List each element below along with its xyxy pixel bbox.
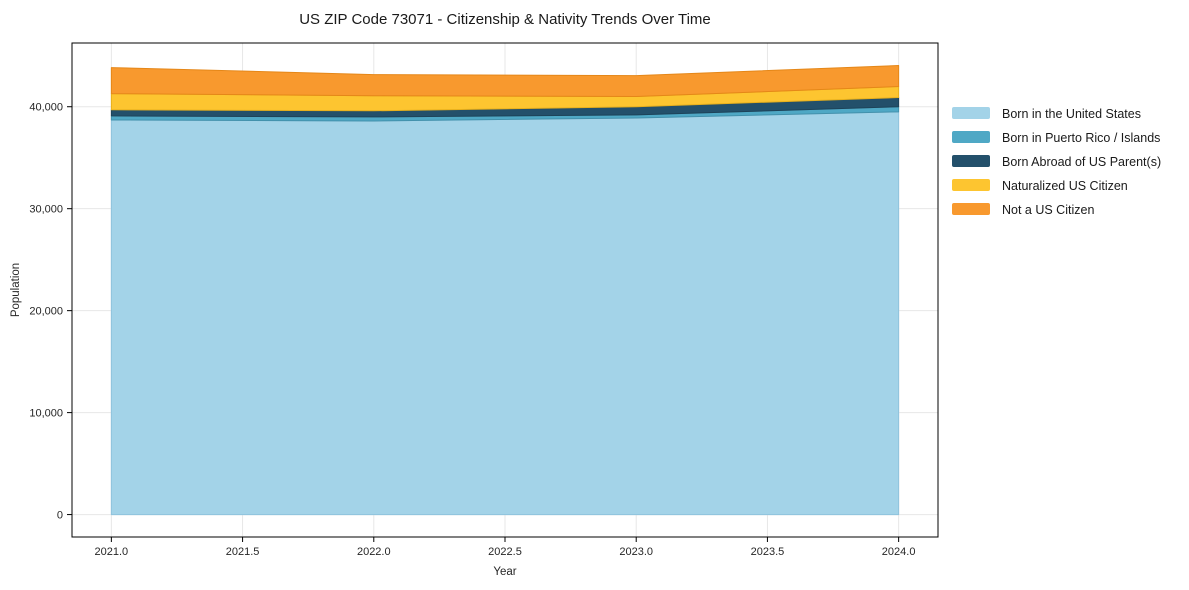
area-not-a-us-citizen [110, 65, 900, 98]
x-tick-label: 2021.0 [95, 546, 129, 558]
y-tick-label: 10,000 [29, 408, 63, 420]
stacked-area-layer [110, 65, 900, 516]
legend-item-not-a-us-citizen: Not a US Citizen [952, 203, 1094, 217]
y-tick-label: 40,000 [29, 102, 63, 114]
legend-item-born-in-the-united-states: Born in the United States [952, 107, 1141, 121]
legend-swatch [952, 203, 990, 215]
x-tick-label: 2024.0 [882, 546, 916, 558]
x-tick-label: 2023.5 [751, 546, 785, 558]
y-tick-label: 0 [57, 510, 63, 522]
legend-item-born-abroad-of-us-parent-s: Born Abroad of US Parent(s) [952, 155, 1161, 169]
y-axis-label: Population [10, 263, 22, 317]
x-tick-label: 2021.5 [226, 546, 260, 558]
area-born-in-the-united-states [110, 111, 900, 516]
y-tick-label: 30,000 [29, 204, 63, 216]
legend-swatch [952, 179, 990, 191]
legend-label: Born in the United States [1002, 107, 1141, 121]
legend-item-born-in-puerto-rico-islands: Born in Puerto Rico / Islands [952, 131, 1160, 145]
tick-layer: 2021.0 2021.5 2022.0 2022.5 2023.0 2023.5 2024… [29, 102, 915, 558]
chart-title: US ZIP Code 73071 - Citizenship & Nativi… [299, 11, 711, 28]
legend-item-naturalized-us-citizen: Naturalized US Citizen [952, 179, 1128, 193]
legend-label: Naturalized US Citizen [1002, 179, 1128, 193]
x-tick-label: 2022.5 [488, 546, 522, 558]
legend-label: Not a US Citizen [1002, 203, 1094, 217]
legend-swatch [952, 107, 990, 119]
legend-swatch [952, 155, 990, 167]
legend-label: Born in Puerto Rico / Islands [1002, 131, 1160, 145]
x-tick-label: 2022.0 [357, 546, 391, 558]
y-tick-label: 20,000 [29, 306, 63, 318]
x-tick-label: 2023.0 [619, 546, 653, 558]
legend-swatch [952, 131, 990, 143]
x-axis-label: Year [493, 566, 516, 578]
legend: Born in the United States Born in Puerto … [952, 107, 1161, 217]
legend-label: Born Abroad of US Parent(s) [1002, 155, 1161, 169]
